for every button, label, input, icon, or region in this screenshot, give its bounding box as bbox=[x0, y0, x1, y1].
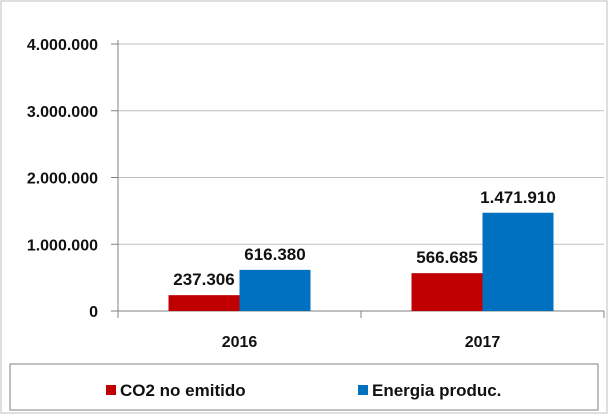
y-tick-label: 4.000.000 bbox=[27, 37, 98, 54]
y-tick-label: 2.000.000 bbox=[27, 171, 98, 188]
legend: CO2 no emitido Energia produc. bbox=[9, 363, 599, 411]
data-label: 566.685 bbox=[416, 248, 477, 267]
data-label: 616.380 bbox=[244, 245, 305, 264]
data-label: 237.306 bbox=[173, 270, 234, 289]
y-tick-label: 1.000.000 bbox=[27, 237, 98, 254]
legend-label: Energia produc. bbox=[372, 381, 501, 400]
y-tick-label: 0 bbox=[89, 304, 98, 321]
bars bbox=[168, 212, 554, 311]
legend-swatch bbox=[106, 385, 116, 395]
data-label: 1.471.910 bbox=[480, 188, 556, 207]
legend-label: CO2 no emitido bbox=[120, 381, 246, 400]
data-labels: 237.306 616.380 566.685 1.471.910 bbox=[173, 188, 556, 289]
bar-energia-produc--2016 bbox=[239, 269, 311, 311]
bar-co2-no-emitido-2017 bbox=[411, 273, 483, 311]
y-tick-label: 3.000.000 bbox=[27, 104, 98, 121]
axes: 0 1.000.000 2.000.000 3.000.000 4.000.000 201… bbox=[27, 37, 605, 351]
legend-item: Energia produc. bbox=[358, 381, 501, 400]
legend-box bbox=[9, 363, 599, 411]
legend-item: CO2 no emitido bbox=[106, 381, 246, 400]
bar-energia-produc--2017 bbox=[482, 212, 554, 311]
bar-co2-no-emitido-2016 bbox=[168, 295, 240, 311]
x-tick-label: 2016 bbox=[222, 334, 258, 351]
legend-swatch bbox=[358, 385, 368, 395]
x-tick-label: 2017 bbox=[465, 334, 501, 351]
